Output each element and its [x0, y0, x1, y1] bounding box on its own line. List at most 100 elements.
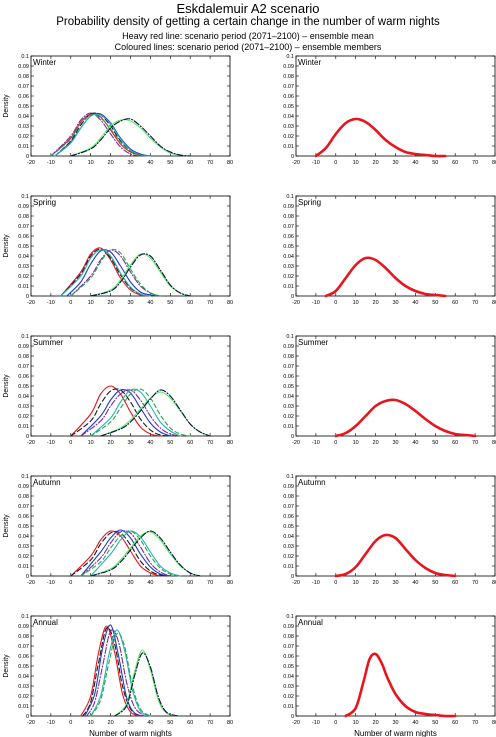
- y-tick-label: 0.07: [283, 224, 294, 230]
- plot-frame: [295, 615, 496, 717]
- x-tick-label: 10: [88, 300, 94, 306]
- x-tick-label: 70: [472, 300, 478, 306]
- x-tick-label: 10: [353, 440, 359, 446]
- y-tick-label: 0.02: [18, 554, 29, 560]
- x-tick-label: 80: [227, 160, 233, 166]
- y-tick-label: 0.06: [18, 514, 29, 520]
- y-axis-label: Density: [3, 654, 10, 678]
- ensemble-member-curve-1: [80, 625, 141, 717]
- ensemble-member-curve-8: [70, 118, 191, 157]
- ensemble-mean-curve: [334, 533, 457, 578]
- ensemble-mean-curve: [314, 117, 447, 158]
- ensemble-member-curve-7: [70, 119, 191, 157]
- legend-note-members: Coloured lines: scenario period (2071–21…: [114, 42, 382, 52]
- plot-frame: [30, 55, 231, 157]
- x-tick-label: -10: [47, 440, 55, 446]
- season-label: Summer: [298, 338, 329, 347]
- x-tick-label: 20: [373, 580, 379, 586]
- chart-panel-left-summer: 0 0.01 0.02 0.03 0.04 0.05 0.06 0.07 0.08 0.09 0.1…: [3, 334, 233, 446]
- x-tick-label: 50: [167, 720, 173, 726]
- x-tick-label: 60: [452, 580, 458, 586]
- figure-title: Eskdalemuir A2 scenario: [176, 1, 320, 16]
- x-tick-label: 80: [492, 160, 496, 166]
- x-tick-label: -10: [312, 720, 320, 726]
- y-tick-label: 0.03: [18, 684, 29, 690]
- x-tick-label: 70: [207, 300, 213, 306]
- y-tick-label: 0.09: [18, 484, 29, 490]
- x-tick-label: -10: [47, 580, 55, 586]
- ensemble-member-curve-5: [60, 249, 151, 297]
- y-tick-label: 0.03: [18, 544, 29, 550]
- x-tick-label: -10: [47, 720, 55, 726]
- ensemble-member-curve-3: [66, 249, 161, 297]
- chart-panel-right-winter: 0 0.01 0.02 0.03 0.04 0.05 0.06 0.07 0.08 0.09 0.1…: [283, 54, 496, 166]
- y-tick-label: 0.07: [283, 84, 294, 90]
- x-axis-label: Number of warm nights: [89, 729, 172, 737]
- ensemble-member-curve-3: [80, 388, 171, 437]
- y-tick-label: 0.02: [18, 694, 29, 700]
- y-tick-label: 0.1: [21, 614, 29, 620]
- x-tick-label: 30: [392, 160, 398, 166]
- x-tick-label: 20: [108, 720, 114, 726]
- y-axis-label: Density: [3, 94, 10, 118]
- x-tick-label: -20: [292, 580, 300, 586]
- ensemble-member-curve-6: [90, 388, 191, 437]
- y-tick-label: 0.04: [283, 394, 294, 400]
- y-tick-label: 0.06: [18, 234, 29, 240]
- y-tick-label: 0.09: [18, 624, 29, 630]
- x-tick-label: 50: [167, 300, 173, 306]
- y-tick-label: 0.05: [18, 244, 29, 250]
- x-tick-label: 70: [472, 580, 478, 586]
- x-tick-label: 70: [207, 580, 213, 586]
- x-tick-label: 10: [88, 160, 94, 166]
- x-tick-label: 10: [353, 720, 359, 726]
- y-tick-label: 0.01: [18, 284, 29, 290]
- y-tick-label: 0.1: [21, 474, 29, 480]
- ensemble-member-curve-6: [80, 530, 181, 577]
- x-tick-label: 80: [492, 580, 496, 586]
- chart-panel-left-annual: 0 0.01 0.02 0.03 0.04 0.05 0.06 0.07 0.08 0.09 0.1…: [3, 614, 233, 737]
- y-tick-label: 0: [291, 294, 294, 300]
- x-tick-label: 80: [227, 300, 233, 306]
- y-tick-label: 0.08: [283, 74, 294, 80]
- x-tick-label: -20: [292, 160, 300, 166]
- x-tick-label: 0: [69, 440, 72, 446]
- x-tick-label: -10: [47, 300, 55, 306]
- x-tick-label: 50: [167, 160, 173, 166]
- x-tick-label: 0: [334, 720, 337, 726]
- chart-panel-right-autumn: 0 0.01 0.02 0.03 0.04 0.05 0.06 0.07 0.08 0.09 0.1…: [283, 474, 496, 586]
- x-tick-label: 0: [69, 580, 72, 586]
- y-tick-label: 0.01: [18, 144, 29, 150]
- plot-frame: [30, 195, 231, 297]
- x-tick-label: 70: [207, 720, 213, 726]
- x-tick-label: 0: [334, 440, 337, 446]
- x-tick-label: 40: [412, 580, 418, 586]
- y-axis-label: Density: [3, 234, 10, 258]
- x-tick-label: 50: [432, 440, 438, 446]
- chart-panel-right-summer: 0 0.01 0.02 0.03 0.04 0.05 0.06 0.07 0.08 0.09 0.1…: [283, 334, 496, 446]
- y-axis-label: Density: [3, 514, 10, 538]
- y-tick-label: 0.06: [283, 374, 294, 380]
- y-tick-label: 0.1: [286, 334, 294, 340]
- x-tick-label: -20: [292, 440, 300, 446]
- y-tick-label: 0.01: [283, 424, 294, 430]
- chart-panel-right-annual: 0 0.01 0.02 0.03 0.04 0.05 0.06 0.07 0.08 0.09 0.1…: [283, 614, 496, 737]
- y-tick-label: 0.08: [283, 214, 294, 220]
- y-tick-label: 0.07: [18, 504, 29, 510]
- season-label: Annual: [33, 618, 58, 627]
- x-tick-label: 20: [108, 160, 114, 166]
- ensemble-member-curve-3: [80, 529, 171, 577]
- x-tick-label: 0: [69, 300, 72, 306]
- chart-panel-left-autumn: 0 0.01 0.02 0.03 0.04 0.05 0.06 0.07 0.08 0.09 0.1…: [3, 474, 233, 586]
- x-tick-label: 40: [412, 720, 418, 726]
- y-tick-label: 0.03: [283, 404, 294, 410]
- x-tick-label: 20: [108, 580, 114, 586]
- y-tick-label: 0.06: [18, 654, 29, 660]
- x-tick-label: 10: [353, 300, 359, 306]
- x-tick-label: 40: [147, 300, 153, 306]
- x-tick-label: 80: [492, 300, 496, 306]
- y-tick-label: 0.05: [18, 104, 29, 110]
- x-tick-label: -10: [47, 160, 55, 166]
- y-tick-label: 0.05: [18, 384, 29, 390]
- x-tick-label: 70: [472, 440, 478, 446]
